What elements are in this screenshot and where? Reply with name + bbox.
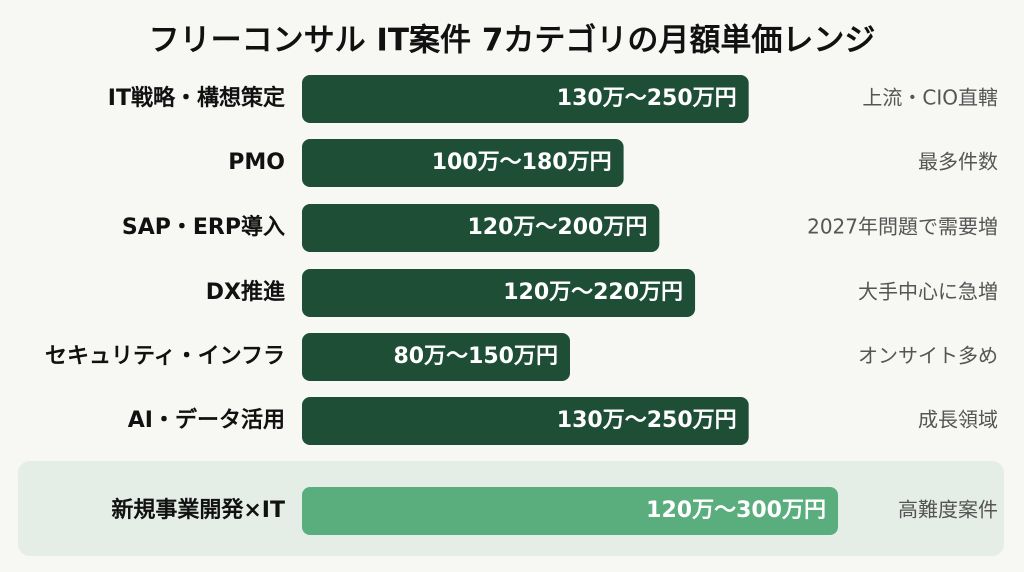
value-label: 120万〜200万円 [467,215,647,240]
bar [302,333,570,381]
value-label: 120万〜300万円 [646,498,826,523]
value-label: 100万〜180万円 [432,150,612,175]
note: 最多件数 [918,150,998,174]
bar [302,139,624,187]
value-label: 80万〜150万円 [393,344,558,369]
category-label: DX推進 [206,280,285,305]
note: 成長領域 [918,408,998,432]
bar [302,204,660,252]
note: 2027年問題で需要増 [807,215,998,239]
category-label: 新規事業開発×IT [111,497,285,523]
bar [302,397,749,445]
bar [302,487,838,535]
category-label: PMO [228,150,285,175]
value-label: 130万〜250万円 [557,408,737,433]
note: 高難度案件 [898,498,998,522]
category-label: IT戦略・構想策定 [108,85,285,111]
category-label: セキュリティ・インフラ [45,344,285,369]
bar [302,269,696,317]
value-label: 130万〜250万円 [557,86,737,111]
category-label: SAP・ERP導入 [122,214,285,240]
note: オンサイト多め [858,344,998,368]
chart-title: フリーコンサル IT案件 7カテゴリの月額単価レンジ [149,23,876,59]
note: 上流・CIO直轄 [862,86,998,110]
category-label: AI・データ活用 [128,407,285,433]
bar [302,75,749,123]
note: 大手中心に急増 [858,280,998,304]
value-label: 120万〜220万円 [503,280,683,305]
